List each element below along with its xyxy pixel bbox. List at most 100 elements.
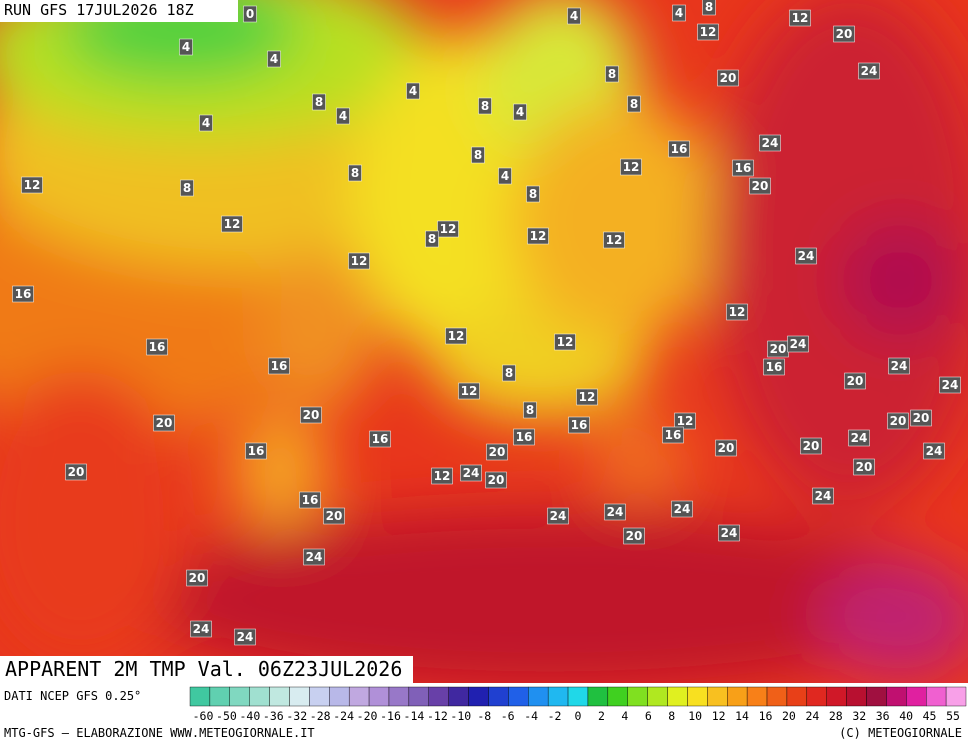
color-cell [408, 686, 429, 707]
label-box [844, 372, 866, 390]
label-box [576, 388, 598, 406]
color-cell [368, 686, 390, 707]
color-cell [269, 686, 290, 707]
legend-tick-label: -60 [193, 709, 214, 723]
legend-tick-label: 0 [575, 709, 582, 723]
color-cell [727, 686, 748, 707]
color-bar: -60 -50 -40 -36 -32 -28 -24 -20 -16 -14 -12 -10 -8 -6… [189, 686, 967, 723]
contour-label: 4 [339, 109, 347, 123]
contour-label: 12 [530, 229, 547, 243]
contour-label: 20 [68, 465, 85, 479]
contour-label: 20 [326, 509, 343, 523]
contour-label: 12 [623, 160, 640, 174]
label-box [620, 158, 642, 176]
label-box [513, 428, 535, 446]
color-cell [448, 686, 469, 707]
legend-tick-label: 40 [899, 709, 913, 723]
label-box [726, 303, 748, 321]
label-box [702, 0, 716, 16]
contour-label: 8 [474, 148, 482, 162]
contour-label: 4 [516, 105, 524, 119]
legend-tick-label: -40 [239, 709, 260, 723]
label-box [812, 487, 834, 505]
label-box [547, 507, 569, 525]
label-box [486, 443, 508, 461]
contour-label: 4 [675, 6, 683, 20]
contour-label: 20 [720, 71, 737, 85]
contour-label: 12 [700, 25, 717, 39]
color-cell [309, 686, 330, 707]
color-cell [289, 686, 310, 707]
label-box [749, 177, 771, 195]
contour-label: 24 [798, 249, 815, 263]
contour-label: 16 [665, 428, 682, 442]
label-box [605, 65, 619, 83]
contour-label: 20 [489, 445, 506, 459]
legend-tick-label: -24 [333, 709, 354, 723]
color-cell [329, 686, 350, 707]
label-box [369, 430, 391, 448]
label-box [312, 93, 326, 111]
label-box [267, 50, 281, 68]
label-box [910, 409, 932, 427]
label-box [502, 364, 516, 382]
label-box [431, 467, 453, 485]
color-cell [468, 686, 489, 707]
label-box [323, 507, 345, 525]
contour-label: 20 [488, 473, 505, 487]
label-box [243, 5, 257, 23]
label-box [445, 327, 467, 345]
label-box [513, 103, 527, 121]
label-box [795, 247, 817, 265]
contour-label: 24 [851, 431, 868, 445]
legend-tick-label: -20 [357, 709, 378, 723]
color-cell [667, 686, 688, 707]
label-box [146, 338, 168, 356]
label-box [887, 412, 909, 430]
contour-label: 8 [505, 366, 513, 380]
label-box [12, 285, 34, 303]
label-box [190, 620, 212, 638]
label-box [406, 82, 420, 100]
contour-label: 24 [891, 359, 908, 373]
contour-label: 16 [302, 493, 319, 507]
title-box [0, 656, 413, 683]
contour-label: 8 [183, 181, 191, 195]
label-box [800, 437, 822, 455]
label-box [759, 134, 781, 152]
label-box [662, 426, 684, 444]
label-box [348, 164, 362, 182]
legend-tick-label: 14 [735, 709, 749, 723]
contour-label: 8 [526, 403, 534, 417]
contour-label: 12 [440, 222, 457, 236]
contour-label: 24 [306, 550, 323, 564]
color-cell [348, 686, 370, 707]
legend-source: DATI NCEP GFS 0.25° [4, 689, 141, 703]
color-cell [806, 686, 827, 707]
legend-tick-label: -10 [450, 709, 471, 723]
label-box [65, 463, 87, 481]
legend-tick-label: 12 [712, 709, 726, 723]
label-box [672, 4, 686, 22]
footer-right: (C) METEOGIORNALE [839, 726, 962, 740]
label-box [523, 401, 537, 419]
color-cell [886, 686, 907, 707]
label-box [498, 167, 512, 185]
contour-label: 20 [718, 441, 735, 455]
contour-label: 20 [156, 416, 173, 430]
label-box [674, 412, 696, 430]
legend-tick-label: -32 [286, 709, 307, 723]
color-cell [189, 686, 211, 707]
legend-tick-label: 24 [805, 709, 819, 723]
color-cell [587, 686, 609, 707]
legend-tick-label: 4 [621, 709, 628, 723]
contour-label: 24 [942, 378, 959, 392]
label-box [471, 146, 485, 164]
label-box [186, 569, 208, 587]
label-box [567, 7, 581, 25]
footer-left: MTG-GFS — ELABORAZIONE WWW.METEOGIORNALE… [4, 726, 315, 740]
contour-label: 16 [516, 430, 533, 444]
run-box [0, 0, 238, 22]
label-box [787, 335, 809, 353]
label-box [715, 439, 737, 457]
